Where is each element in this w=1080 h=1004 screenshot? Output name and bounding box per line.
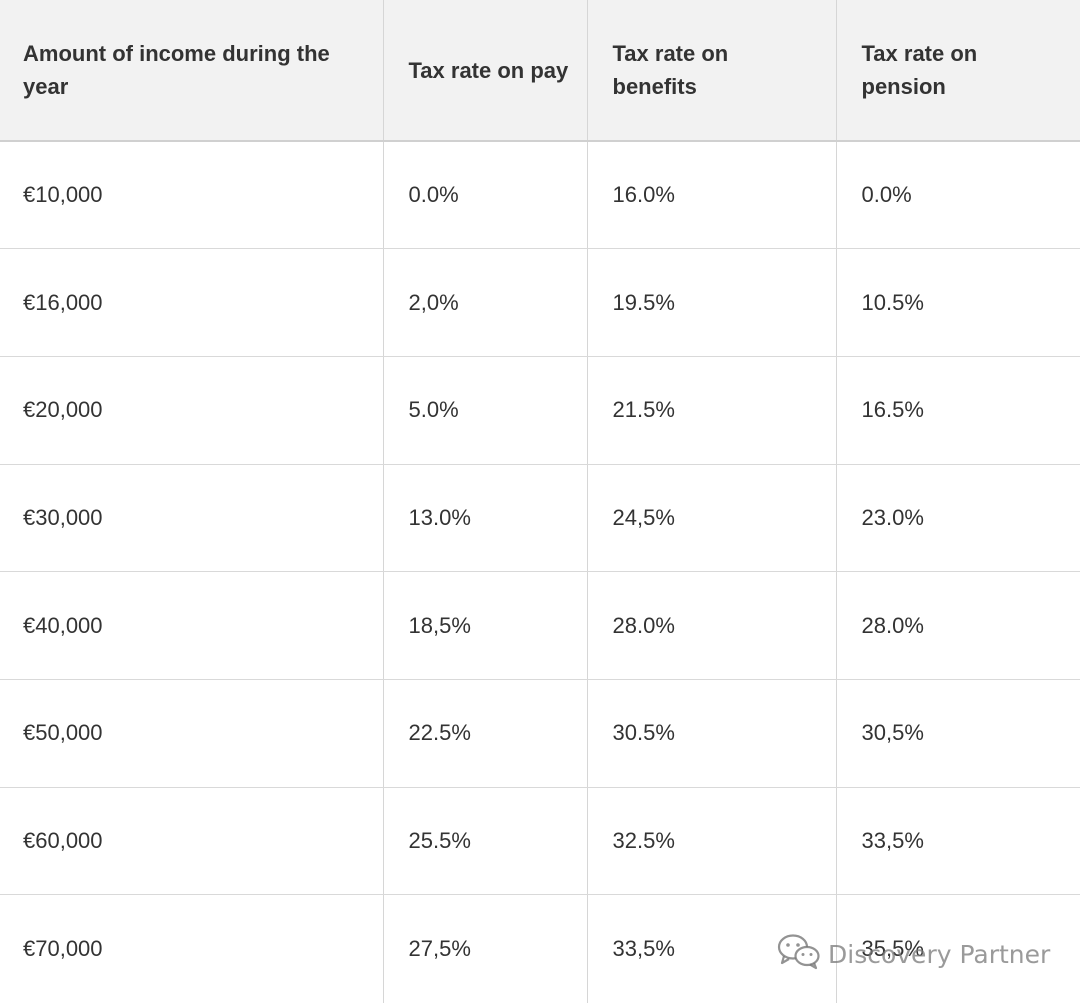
cell-pay: 27,5% — [382, 894, 587, 1003]
cell-income: €70,000 — [23, 935, 103, 961]
header-income: Amount of income during the year — [0, 0, 383, 142]
cell-pension: 33,5% — [835, 787, 1080, 896]
cell-income: €40,000 — [0, 571, 383, 680]
table-row: €10,000 0.0% 16.0% 0.0% — [0, 141, 1080, 250]
cell-benefits: 30.5% — [586, 679, 836, 788]
table-header-row: Amount of income during the year Tax rat… — [0, 0, 1080, 142]
cell-income: €20,000 — [0, 356, 383, 465]
cell-pension: 16.5% — [835, 356, 1080, 465]
cell-benefits: 33,5% — [586, 894, 836, 1003]
cell-pension: 35,5% — [835, 894, 1080, 1003]
table-row: €40,000 18,5% 28.0% 28.0% — [0, 571, 1080, 680]
cell-pension: 23.0% — [835, 464, 1080, 573]
table-row: €16,000 2,0% 19.5% 10.5% — [0, 248, 1080, 357]
cell-pension: 28.0% — [835, 571, 1080, 680]
cell-pay: 5.0% — [382, 356, 587, 465]
cell-income: €60,000 — [0, 787, 383, 896]
cell-benefits: 24,5% — [586, 464, 836, 573]
header-pay: Tax rate on pay — [382, 0, 587, 142]
cell-pay: 13.0% — [382, 464, 587, 573]
cell-benefits: 16.0% — [586, 141, 836, 250]
cell-income: €16,000 — [0, 248, 383, 357]
cell-pay: 25.5% — [382, 787, 587, 896]
cell-income: €30,000 — [0, 464, 383, 573]
cell-pension: 0.0% — [835, 141, 1080, 250]
table-row: €30,000 13.0% 24,5% 23.0% — [0, 464, 1080, 573]
cell-benefits: 21.5% — [586, 356, 836, 465]
cell-benefits: 19.5% — [586, 248, 836, 357]
table-row: €70,000 27,5% 33,5% 35,5% — [0, 894, 1080, 1003]
header-pension: Tax rate on pension — [835, 0, 1080, 142]
table-row: €20,000 5.0% 21.5% 16.5% — [0, 356, 1080, 465]
cell-pay: 22.5% — [382, 679, 587, 788]
table-row: €50,000 22.5% 30.5% 30,5% — [0, 679, 1080, 788]
cell-benefits: 32.5% — [586, 787, 836, 896]
cell-pay: 18,5% — [382, 571, 587, 680]
cell-pay: 0.0% — [382, 141, 587, 250]
cell-income: €50,000 — [0, 679, 383, 788]
cell-benefits: 28.0% — [586, 571, 836, 680]
cell-pension: 10.5% — [835, 248, 1080, 357]
cell-pay: 2,0% — [382, 248, 587, 357]
cell-income: €10,000 — [0, 141, 383, 250]
cell-pension: 30,5% — [835, 679, 1080, 788]
table-row: €60,000 25.5% 32.5% 33,5% — [0, 787, 1080, 896]
header-benefits: Tax rate on benefits — [586, 0, 836, 142]
